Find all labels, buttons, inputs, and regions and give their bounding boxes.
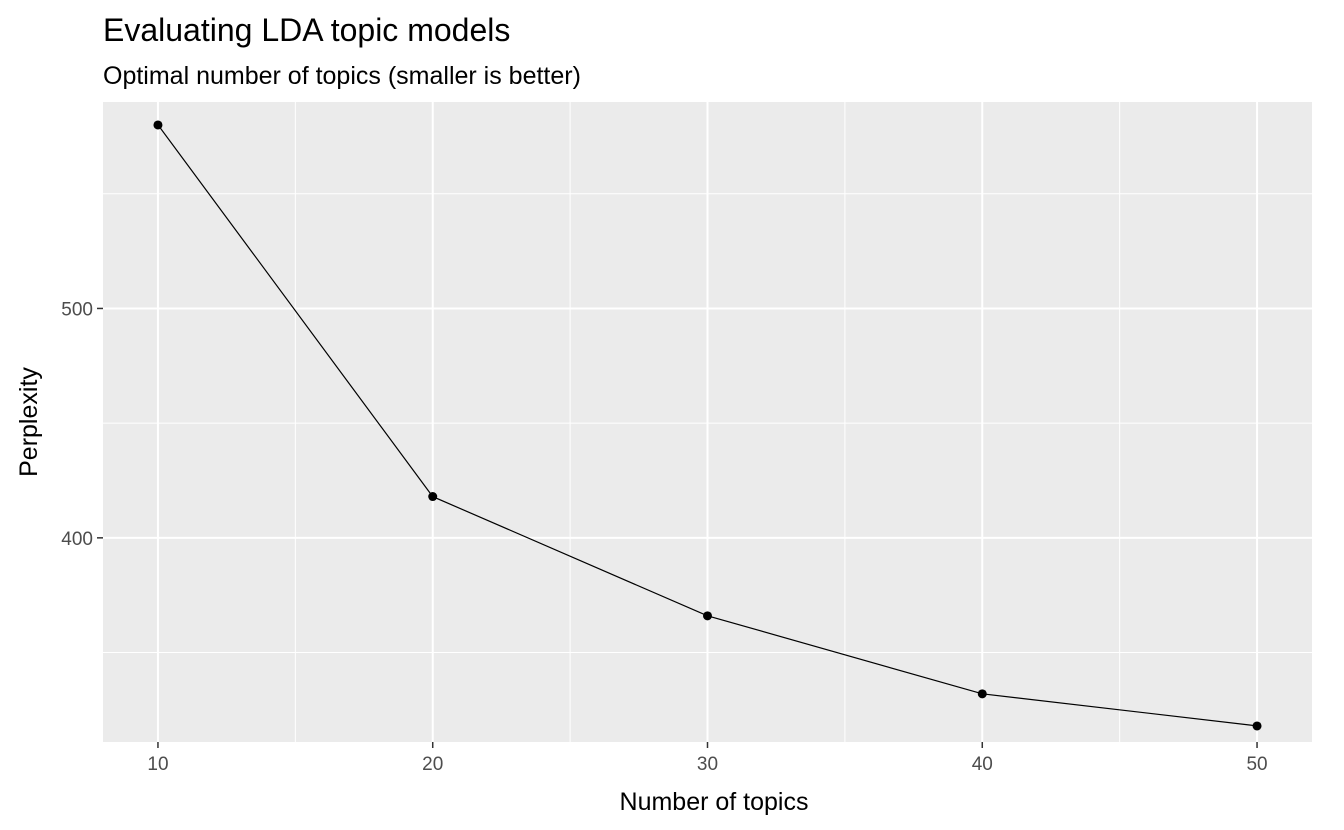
y-tick-labels: 400 500 [61, 299, 93, 549]
chart-subtitle: Optimal number of topics (smaller is bet… [103, 62, 581, 90]
chart-title: Evaluating LDA topic models [103, 12, 510, 48]
x-tick-label: 20 [422, 754, 443, 775]
x-axis-title: Number of topics [620, 788, 809, 816]
data-point [1252, 721, 1262, 731]
y-axis-title: Perplexity [15, 367, 43, 477]
data-point [977, 689, 987, 699]
x-tick-labels: 10 20 30 40 50 [147, 754, 1267, 775]
x-tick-label: 50 [1246, 754, 1267, 775]
x-tick-label: 40 [972, 754, 993, 775]
y-tick-label: 400 [61, 529, 93, 550]
x-tick-label: 30 [697, 754, 718, 775]
y-tick-label: 500 [61, 299, 93, 320]
x-tick-label: 10 [147, 754, 168, 775]
axis-ticks [97, 307, 1258, 748]
series-layer [153, 120, 1262, 731]
data-point [703, 611, 712, 621]
grid-major [103, 102, 1312, 742]
data-point [153, 120, 163, 130]
data-point [428, 492, 438, 502]
